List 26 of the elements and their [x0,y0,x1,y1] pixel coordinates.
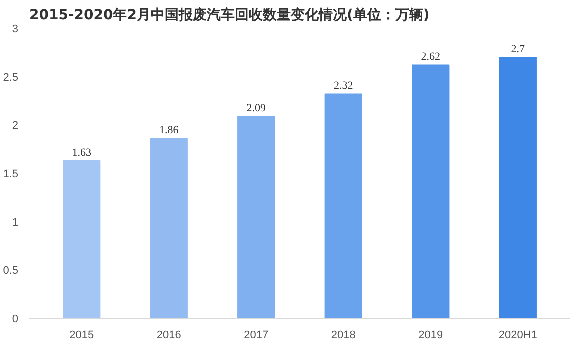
data-label: 1.63 [72,146,92,159]
data-label: 2.62 [421,51,441,64]
y-tick-label: 2.5 [3,72,19,84]
x-tick-label: 2020H1 [498,330,538,342]
data-label: 2.32 [334,80,354,92]
x-tick-label: 2017 [244,330,269,342]
y-tick-label: 3 [12,24,19,36]
bar [412,64,450,318]
chart-title: 2015-2020年2月中国报废汽车回收数量变化情况(单位：万辆) [30,6,430,24]
y-tick-label: 1.5 [3,168,19,180]
bar [63,160,101,318]
x-tick-label: 2015 [70,330,94,342]
y-tick-label: 1 [12,216,19,229]
bar [150,138,188,318]
bar [324,94,362,318]
data-label: 2.09 [246,102,266,114]
y-tick-label: 2 [12,120,19,132]
bar [499,57,537,318]
x-tick-label: 2019 [418,330,444,342]
x-tick-label: 2016 [156,330,182,342]
y-tick-label: 0 [12,314,19,326]
y-tick-label: 0.5 [3,265,19,278]
x-tick-label: 2018 [331,330,356,342]
bar [238,116,276,318]
data-label: 2.7 [511,44,526,56]
data-label: 1.86 [159,124,180,137]
